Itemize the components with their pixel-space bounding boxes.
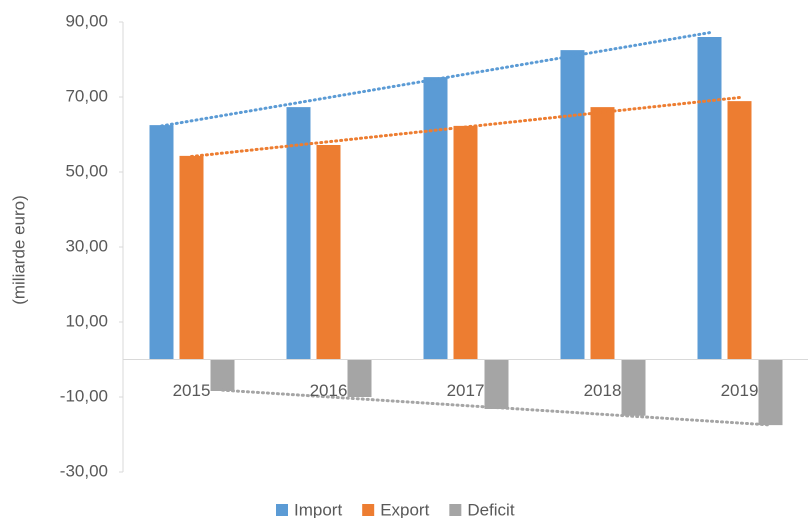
bar <box>484 359 509 409</box>
x-tick-label: 2015 <box>173 381 211 400</box>
legend-swatch <box>449 504 462 516</box>
bar <box>453 125 478 360</box>
x-tick-label: 2019 <box>721 381 759 400</box>
legend-label: Import <box>294 500 342 518</box>
bar <box>316 145 341 360</box>
trendline <box>190 96 741 158</box>
bar <box>758 359 783 426</box>
x-tick-label: 2018 <box>584 381 622 400</box>
y-tick-label: 50,00 <box>65 161 108 180</box>
legend-swatch <box>362 504 375 516</box>
y-tick-label: 90,00 <box>65 11 108 30</box>
y-axis-label: (miliarde euro) <box>9 195 28 305</box>
bar <box>697 37 722 360</box>
bar <box>560 50 585 360</box>
bar <box>179 155 204 360</box>
bar <box>590 107 615 360</box>
bar <box>210 359 235 391</box>
x-tick-label: 2016 <box>310 381 348 400</box>
y-tick-label: 30,00 <box>65 236 108 255</box>
y-tick-label: 10,00 <box>65 311 108 330</box>
x-tick-label: 2017 <box>447 381 485 400</box>
legend-label: Export <box>380 500 429 518</box>
legend-swatch <box>276 504 288 516</box>
y-tick-label: -30,00 <box>60 461 108 480</box>
bar <box>727 101 752 360</box>
y-tick-label: -10,00 <box>60 386 108 405</box>
bar <box>347 359 372 397</box>
legend-label: Deficit <box>467 500 515 518</box>
bar <box>423 77 448 360</box>
y-tick-label: 70,00 <box>65 86 108 105</box>
bar <box>286 107 311 360</box>
bar <box>149 125 174 360</box>
bar <box>621 359 646 416</box>
trendline <box>221 388 772 427</box>
